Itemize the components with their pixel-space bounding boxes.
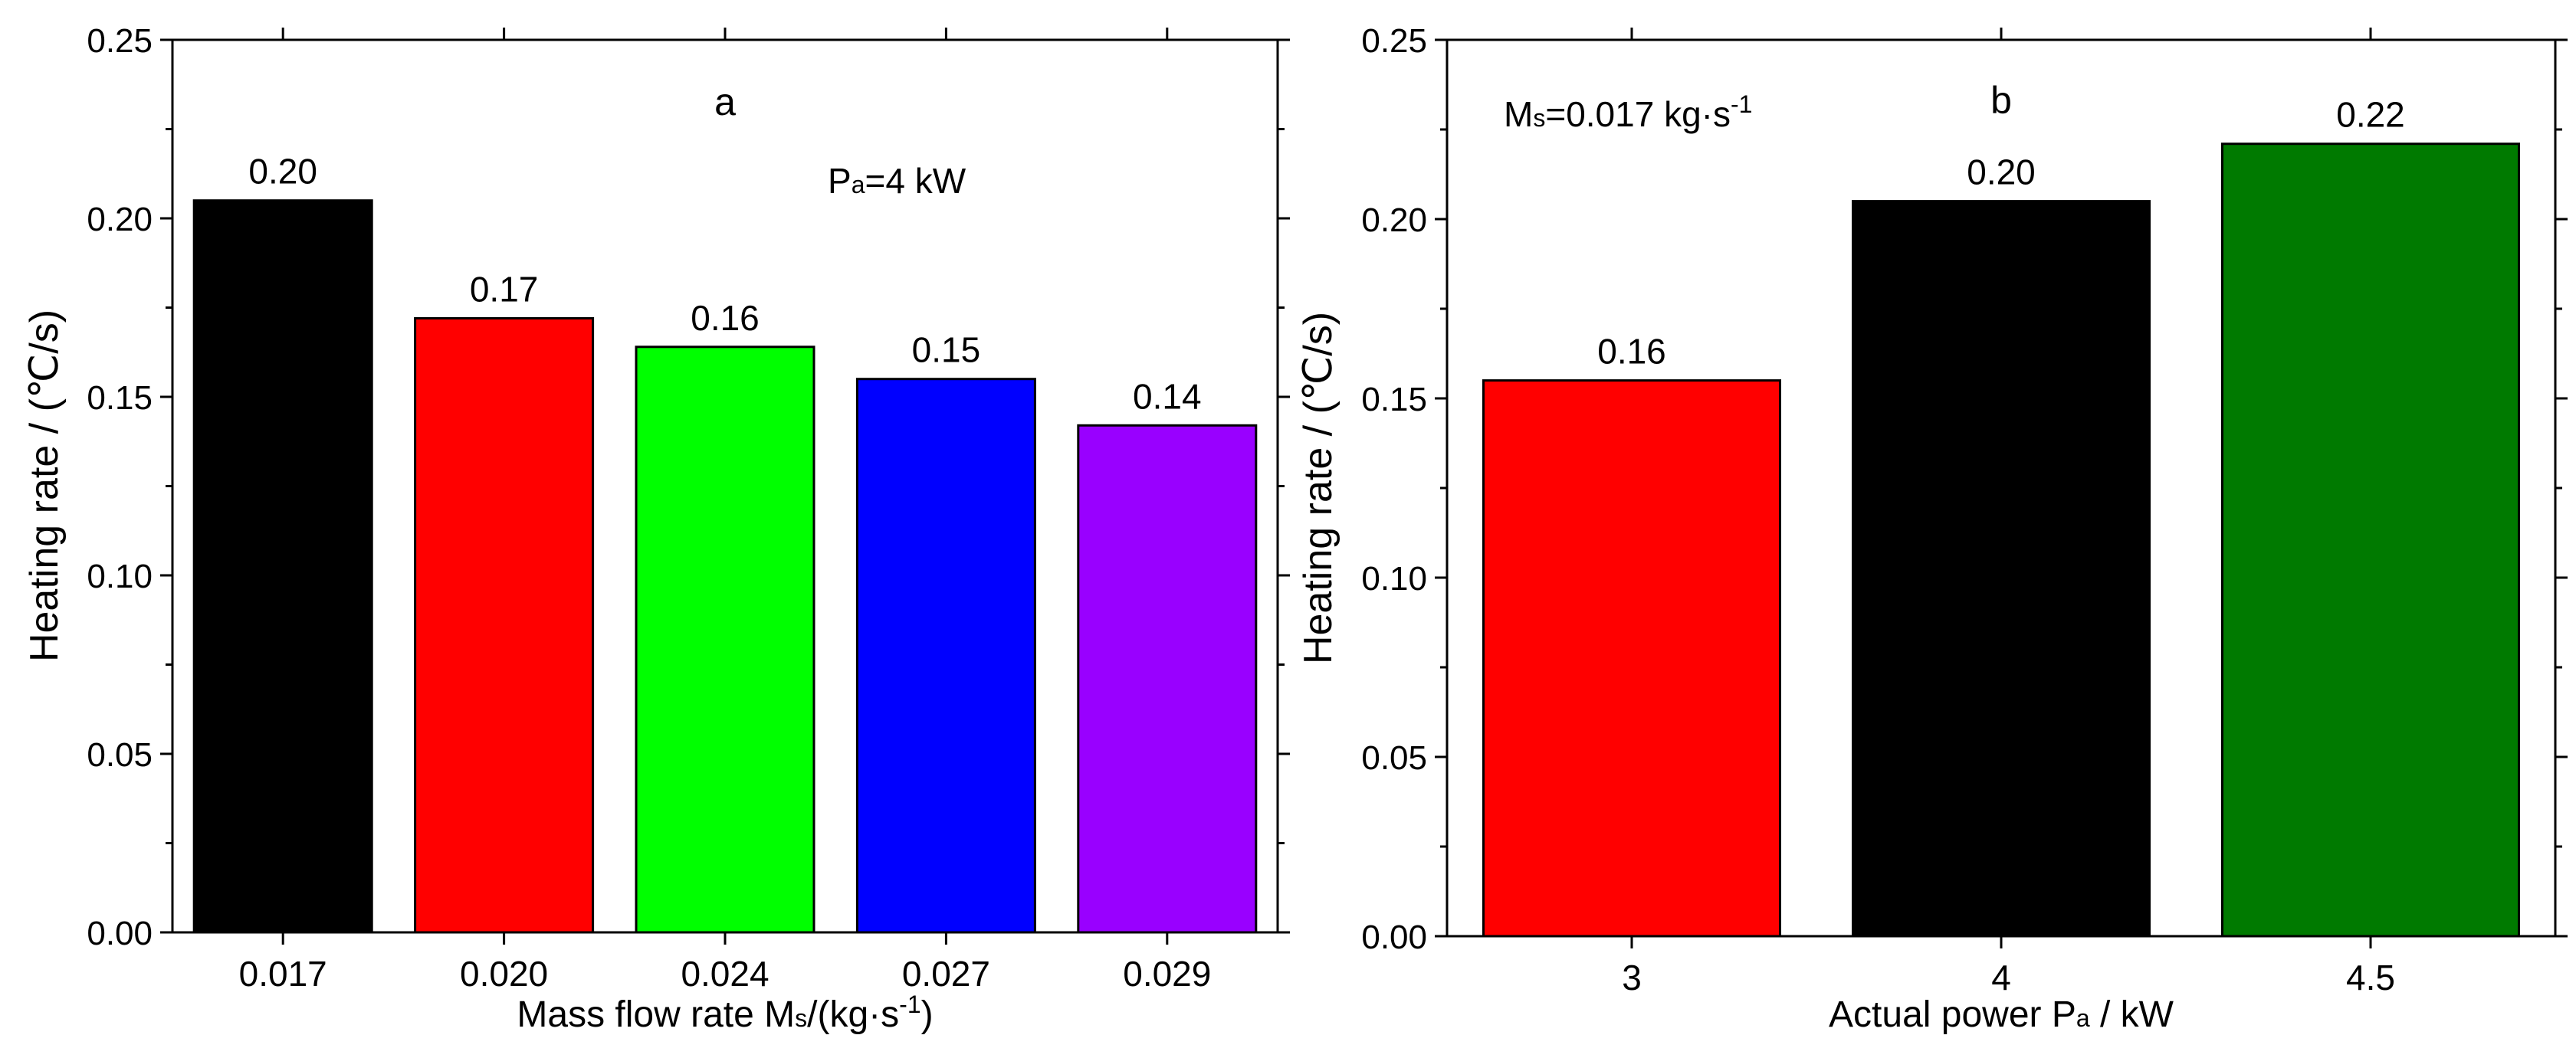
panel-a-x-tick-label: 0.024 xyxy=(681,954,769,994)
panel-a-x-tick-label: 0.020 xyxy=(460,954,548,994)
panel-b-x-tick-label: 4.5 xyxy=(2346,958,2395,997)
panel-a-data-label: 0.14 xyxy=(1133,376,1202,416)
panel-a-bar-0.017 xyxy=(192,199,373,934)
panel-a-x-tick-label: 0.029 xyxy=(1123,954,1211,994)
panel-b-bar-3 xyxy=(1482,379,1781,938)
panel-a-data-label: 0.15 xyxy=(912,330,981,370)
panel-a-y-tick-label: 0.15 xyxy=(87,379,153,417)
panel-a-data-label: 0.20 xyxy=(248,152,317,192)
panel-a-y-tick-label: 0.10 xyxy=(87,558,153,595)
panel-b-bar-4 xyxy=(1852,200,2151,938)
panel-a-ticks: 0.00 0.05 0.10 0.15 0.20 0.25 0.017 0.020 0.024 0… xyxy=(87,22,1290,994)
panel-b-x-axis-label: Actual power Pa / kW xyxy=(1829,994,2174,1035)
panel-b: 0.16 0.20 0.22 0.00 0.05 0.10 0.15 0.20 0.25 3 4 4… xyxy=(1296,22,2568,1035)
panel-b-annotation: Ms=0.017 kg·s-1 xyxy=(1504,90,1752,134)
panel-b-data-label: 0.20 xyxy=(1967,152,2036,192)
panel-b-y-tick-label: 0.15 xyxy=(1361,381,1427,418)
panel-a-x-tick-label: 0.027 xyxy=(902,954,990,994)
panel-b-ticks: 0.00 0.05 0.10 0.15 0.20 0.25 3 4 4.5 xyxy=(1361,22,2568,997)
panel-a-y-tick-label: 0.05 xyxy=(87,736,153,774)
panel-b-bar-4.5 xyxy=(2221,142,2520,938)
panel-a-y-axis-label: Heating rate / (℃/s) xyxy=(22,310,67,662)
panel-a-bar-0.029 xyxy=(1077,424,1258,934)
panel-a-y-tick-label: 0.25 xyxy=(87,22,153,60)
panel-b-data-label: 0.22 xyxy=(2336,95,2405,135)
panel-b-y-tick-label: 0.05 xyxy=(1361,739,1427,777)
panel-b-label: b xyxy=(1990,79,2012,122)
panel-a-data-label: 0.16 xyxy=(691,298,760,338)
panel-a: 0.200.170.160.150.14 0.000.050.100.150.2… xyxy=(22,22,1290,1035)
panel-b-bars: 0.16 0.20 0.22 xyxy=(1482,95,2520,938)
panel-a-bar-0.024 xyxy=(635,346,815,934)
panel-b-x-tick-label: 3 xyxy=(1622,958,1642,997)
panel-a-y-tick-label: 0.00 xyxy=(87,915,153,952)
panel-a-bars: 0.20 0.17 0.16 0.15 0.14 xyxy=(192,152,1258,934)
panel-a-bar-0.027 xyxy=(855,378,1036,934)
panel-a-annotation: Pa=4 kW xyxy=(828,161,966,201)
panel-b-y-axis-label: Heating rate / (℃/s) xyxy=(1296,312,1341,664)
panel-a-label: a xyxy=(714,80,736,123)
panel-a-x-tick-label: 0.017 xyxy=(239,954,327,994)
panel-b-x-tick-label: 4 xyxy=(1991,958,2011,997)
panel-a-bar-0.020 xyxy=(414,316,595,934)
panel-a-x-axis-label: Mass flow rate Ms/(kg·s-1) xyxy=(517,991,933,1035)
panel-b-y-tick-label: 0.25 xyxy=(1361,22,1427,60)
panel-b-y-tick-label: 0.10 xyxy=(1361,560,1427,598)
panel-b-y-tick-label: 0.20 xyxy=(1361,201,1427,239)
panel-b-y-tick-label: 0.00 xyxy=(1361,919,1427,956)
panel-b-data-label: 0.16 xyxy=(1597,332,1666,372)
panel-a-data-label: 0.17 xyxy=(470,269,539,309)
panel-a-y-tick-label: 0.20 xyxy=(87,201,153,238)
